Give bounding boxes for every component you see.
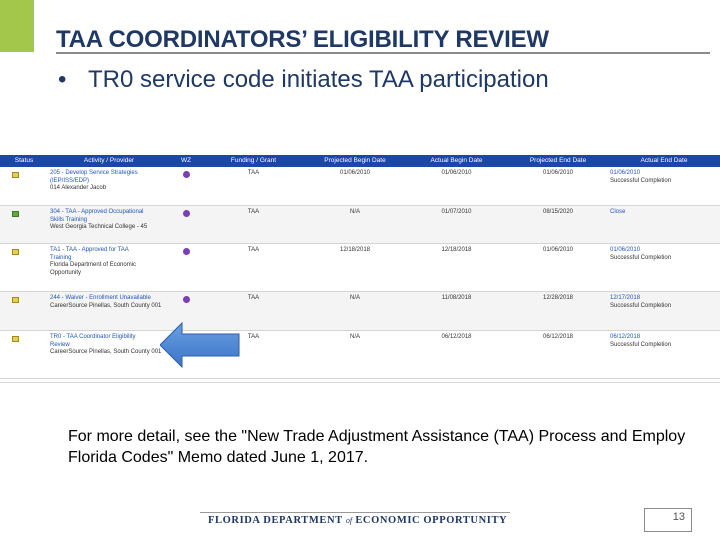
projected-begin-cell: N/A — [349, 334, 360, 340]
projected-begin-cell: N/A — [349, 295, 360, 301]
table-row: 244 - Waiver - Enrollment Unavailable Ca… — [0, 292, 720, 331]
wz-icon[interactable] — [182, 171, 190, 178]
activity-link[interactable]: 205 - Develop Service Strategies — [50, 170, 138, 176]
projected-begin-cell: N/A — [349, 209, 360, 215]
activity-link[interactable]: 304 - TAA - Approved Occupational — [50, 209, 144, 215]
wz-icon[interactable] — [182, 248, 190, 255]
projected-end-cell: 08/15/2020 — [542, 209, 574, 215]
slide-title: TAA COORDINATORS’ ELIGIBILITY REVIEW — [56, 26, 549, 53]
actual-end-link[interactable]: 06/12/2018 — [610, 334, 641, 340]
table-row: 205 - Develop Service Strategies (IEP/IS… — [0, 167, 720, 206]
projected-begin-cell: 12/18/2018 — [339, 247, 371, 253]
activity-code[interactable]: Training — [50, 254, 72, 261]
memo-note: For more detail, see the "New Trade Adju… — [68, 428, 686, 466]
status-icon[interactable] — [12, 249, 19, 255]
page-number: 13 — [644, 508, 692, 532]
title-rule — [56, 52, 710, 54]
actual-end-link[interactable]: Close — [610, 209, 626, 215]
projected-begin-cell: 01/06/2010 — [339, 170, 371, 176]
bullet-text: TR0 service code initiates TAA participa… — [88, 66, 549, 93]
status-icon[interactable] — [12, 172, 19, 178]
column-header-activity[interactable]: Activity / Provider — [83, 157, 135, 164]
provider-name: 014 Alexander Jacob — [50, 185, 107, 191]
accent-bar — [0, 0, 34, 52]
provider-name: West Georgia Technical College - 45 — [50, 224, 148, 230]
actual-begin-cell: 11/08/2018 — [441, 295, 472, 301]
activity-code[interactable]: Review — [50, 341, 70, 348]
footer-logo: FLORIDA DEPARTMENT of ECONOMIC OPPORTUNI… — [208, 515, 513, 526]
activity-link[interactable]: 244 - Waiver - Enrollment Unavailable — [50, 295, 151, 301]
provider-name: Florida Department of Economic Opportuni… — [50, 262, 137, 276]
table-row: TA1 - TAA - Approved for TAA Training Fl… — [0, 244, 720, 292]
column-header-actual-end[interactable]: Actual End Date — [640, 157, 688, 164]
bullet-point: • TR0 service code initiates TAA particip… — [58, 66, 549, 94]
table-header: Status Activity / Provider WZ Funding / … — [0, 155, 720, 167]
actual-begin-cell: 12/18/2018 — [441, 247, 472, 253]
outcome-text: Successful Completion — [610, 302, 672, 309]
status-icon[interactable] — [12, 297, 19, 303]
activity-link[interactable]: TR0 - TAA Coordinator Eligibility — [50, 334, 136, 340]
activity-table: Status Activity / Provider WZ Funding / … — [0, 155, 720, 383]
actual-end-link[interactable]: 01/06/2010 — [610, 170, 641, 176]
outcome-text: Successful Completion — [610, 254, 672, 261]
table-row: TR0 - TAA Coordinator Eligibility Review… — [0, 331, 720, 379]
outcome-text: Successful Completion — [610, 341, 672, 348]
table-row: 304 - TAA - Approved Occupational Skills… — [0, 206, 720, 244]
bullet-dot: • — [58, 66, 67, 93]
column-header-projected-end[interactable]: Projected End Date — [529, 157, 587, 164]
projected-end-cell: 01/06/2010 — [542, 170, 574, 176]
column-header-projected-begin[interactable]: Projected Begin Date — [324, 157, 386, 164]
activity-code[interactable]: (IEP/ISS/EDP) — [50, 177, 90, 184]
column-header-actual-begin[interactable]: Actual Begin Date — [430, 157, 483, 164]
logo-part1: FLORIDA DEPARTMENT — [208, 515, 343, 526]
actual-end-link[interactable]: 12/17/2018 — [610, 295, 641, 301]
outcome-text: Successful Completion — [610, 177, 672, 184]
wz-icon[interactable] — [182, 296, 190, 303]
projected-end-cell: 06/12/2018 — [542, 334, 574, 340]
actual-end-link[interactable]: 01/06/2010 — [610, 247, 641, 253]
logo-of: of — [345, 516, 353, 525]
wz-icon[interactable] — [182, 210, 190, 217]
left-arrow-icon — [160, 322, 240, 368]
activity-link[interactable]: TA1 - TAA - Approved for TAA — [50, 247, 129, 253]
table-body: 205 - Develop Service Strategies (IEP/IS… — [0, 167, 720, 379]
logo-part2: ECONOMIC OPPORTUNITY — [355, 515, 508, 526]
actual-begin-cell: 01/06/2010 — [441, 170, 472, 176]
funding-cell: TAA — [247, 247, 260, 253]
footer-rule — [200, 512, 510, 513]
activity-code[interactable]: Skills Training — [50, 216, 88, 223]
actual-begin-cell: 06/12/2018 — [441, 334, 472, 340]
column-header-funding[interactable]: Funding / Grant — [230, 157, 277, 164]
status-icon[interactable] — [12, 211, 19, 217]
projected-end-cell: 01/06/2010 — [542, 247, 574, 253]
funding-cell: TAA — [247, 170, 260, 176]
projected-end-cell: 12/28/2018 — [542, 295, 574, 301]
provider-name: CareerSource Pinellas, South County 001 — [50, 349, 162, 355]
funding-cell: TAA — [247, 209, 260, 215]
actual-begin-cell: 01/07/2010 — [441, 209, 472, 215]
provider-name: CareerSource Pinellas, South County 001 — [50, 302, 162, 309]
funding-cell: TAA — [247, 334, 260, 340]
status-icon[interactable] — [12, 336, 19, 342]
funding-cell: TAA — [247, 295, 260, 301]
column-header-status[interactable]: Status — [14, 157, 34, 164]
column-header-wz[interactable]: WZ — [180, 157, 192, 164]
